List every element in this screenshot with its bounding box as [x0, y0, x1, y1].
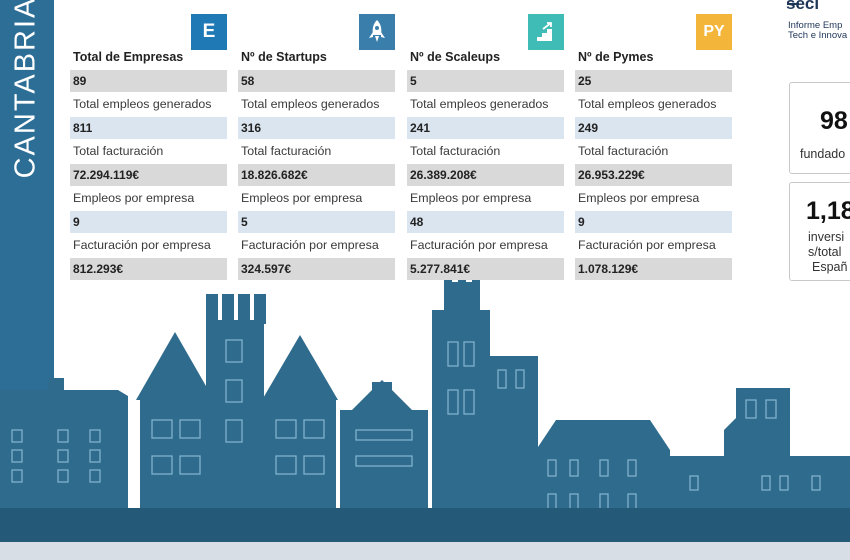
- column-title: Total de Empresas: [73, 50, 184, 64]
- city-skyline-illustration: [0, 280, 850, 560]
- letters-py-icon: PY: [696, 14, 732, 50]
- label-cell: Total empleos generados: [241, 97, 380, 111]
- value-cell: 316: [238, 117, 395, 139]
- value-cell: 811: [70, 117, 227, 139]
- region-label: CANTABRIA: [9, 0, 42, 179]
- value-cell: 48: [407, 211, 564, 233]
- value-cell: 812.293€: [70, 258, 227, 280]
- stat-value: 1,18: [806, 197, 850, 225]
- value-cell: 241: [407, 117, 564, 139]
- stat-card-founders: 98 fundado: [789, 82, 850, 174]
- label-cell: Total facturación: [410, 144, 501, 158]
- stat-label: fundado: [800, 147, 846, 161]
- value-cell: 5: [407, 70, 564, 92]
- value-cell: 89: [70, 70, 227, 92]
- report-title-line: Tech e Innova: [788, 30, 848, 41]
- value-cell: 5: [238, 211, 395, 233]
- label-cell: Empleos por empresa: [241, 191, 363, 205]
- stat-label: s/total: [808, 245, 842, 259]
- label-cell: Total facturación: [73, 144, 164, 158]
- column-title: Nº de Startups: [241, 50, 327, 64]
- stat-value: 98: [820, 107, 848, 135]
- label-cell: Facturación por empresa: [73, 238, 211, 252]
- value-cell: 1.078.129€: [575, 258, 732, 280]
- label-cell: Total empleos generados: [578, 97, 717, 111]
- value-cell: 26.389.208€: [407, 164, 564, 186]
- stat-label: Españ: [812, 260, 848, 274]
- value-cell: 9: [575, 211, 732, 233]
- value-cell: 25: [575, 70, 732, 92]
- report-title-line: Informe Emp: [788, 20, 843, 31]
- label-cell: Total facturación: [578, 144, 669, 158]
- report-title: Informe Emp Tech e Innova: [788, 21, 847, 41]
- label-cell: Empleos por empresa: [410, 191, 532, 205]
- region-title: CANTABRIA: [2, 0, 50, 179]
- rocket-icon: [359, 14, 395, 50]
- value-cell: 5.277.841€: [407, 258, 564, 280]
- brand-logo-bar: [787, 3, 799, 5]
- value-cell: 9: [70, 211, 227, 233]
- label-cell: Facturación por empresa: [578, 238, 716, 252]
- growth-stairs-icon: [528, 14, 564, 50]
- value-cell: 18.826.682€: [238, 164, 395, 186]
- label-cell: Empleos por empresa: [578, 191, 700, 205]
- label-cell: Total empleos generados: [410, 97, 549, 111]
- label-cell: Total empleos generados: [73, 97, 212, 111]
- value-cell: 324.597€: [238, 258, 395, 280]
- stat-card-investment: 1,18 inversi s/total Españ: [789, 182, 850, 281]
- value-cell: 72.294.119€: [70, 164, 227, 186]
- value-cell: 58: [238, 70, 395, 92]
- label-cell: Empleos por empresa: [73, 191, 195, 205]
- stat-label: inversi: [808, 230, 845, 244]
- letter-e-icon: E: [191, 14, 227, 50]
- column-title: Nº de Scaleups: [410, 50, 501, 64]
- value-cell: 26.953.229€: [575, 164, 732, 186]
- label-cell: Facturación por empresa: [410, 238, 548, 252]
- label-cell: Total facturación: [241, 144, 332, 158]
- label-cell: Facturación por empresa: [241, 238, 379, 252]
- column-title: Nº de Pymes: [578, 50, 654, 64]
- value-cell: 249: [575, 117, 732, 139]
